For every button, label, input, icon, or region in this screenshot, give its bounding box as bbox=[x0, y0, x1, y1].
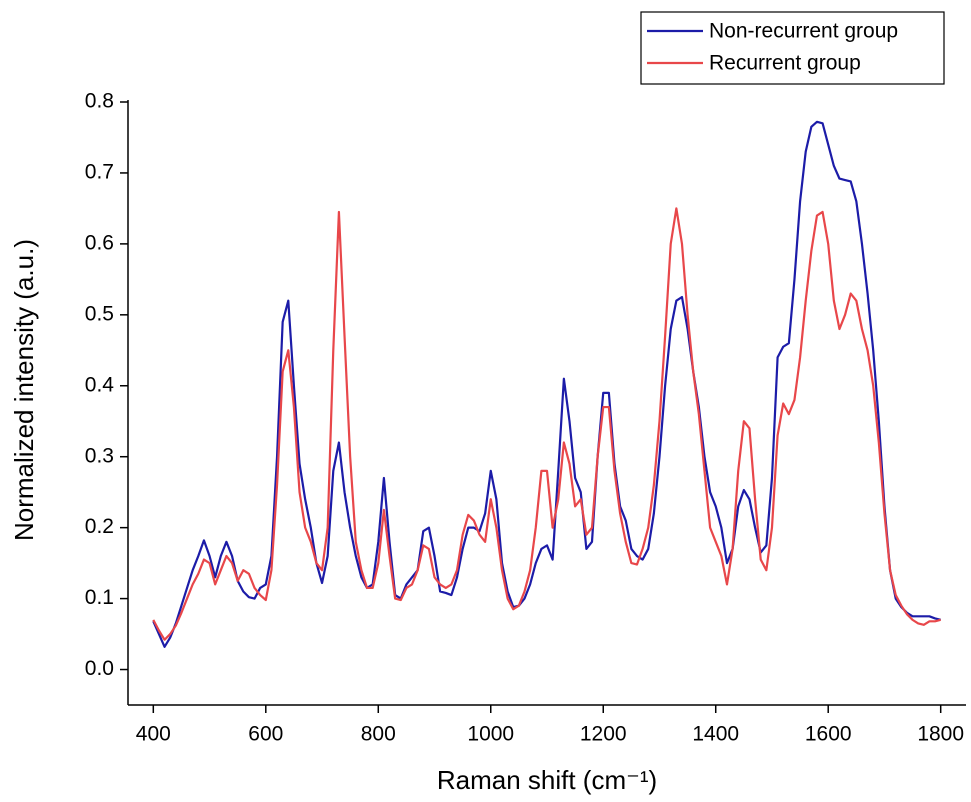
y-tick-label: 0.5 bbox=[85, 302, 114, 325]
y-tick-label: 0.2 bbox=[85, 515, 114, 538]
y-axis-title: Normalized intensity (a.u.) bbox=[9, 239, 39, 541]
y-tick-label: 0.4 bbox=[85, 373, 115, 396]
x-tick-label: 1600 bbox=[805, 723, 852, 746]
x-tick-label: 1400 bbox=[692, 723, 739, 746]
x-tick-label: 800 bbox=[361, 723, 396, 746]
x-tick-label: 1800 bbox=[917, 723, 964, 746]
x-tick-label: 1000 bbox=[467, 723, 514, 746]
x-tick-label: 1200 bbox=[580, 723, 627, 746]
legend-label: Non-recurrent group bbox=[709, 20, 898, 43]
y-tick-label: 0.3 bbox=[85, 444, 114, 467]
y-tick-label: 0.0 bbox=[85, 657, 114, 680]
y-tick-label: 0.1 bbox=[85, 586, 114, 609]
x-tick-label: 600 bbox=[248, 723, 283, 746]
legend-label: Recurrent group bbox=[709, 52, 861, 75]
legend-box bbox=[640, 11, 945, 85]
x-tick-label: 400 bbox=[136, 723, 171, 746]
legend: Non-recurrent group Recurrent group bbox=[640, 11, 945, 85]
data-line bbox=[152, 207, 941, 641]
x-axis-title: Raman shift (cm⁻¹) bbox=[437, 765, 657, 795]
data-line bbox=[152, 120, 941, 648]
y-tick-label: 0.6 bbox=[85, 231, 114, 254]
y-tick-label: 0.7 bbox=[85, 160, 114, 183]
y-tick-label: 0.8 bbox=[85, 90, 114, 113]
